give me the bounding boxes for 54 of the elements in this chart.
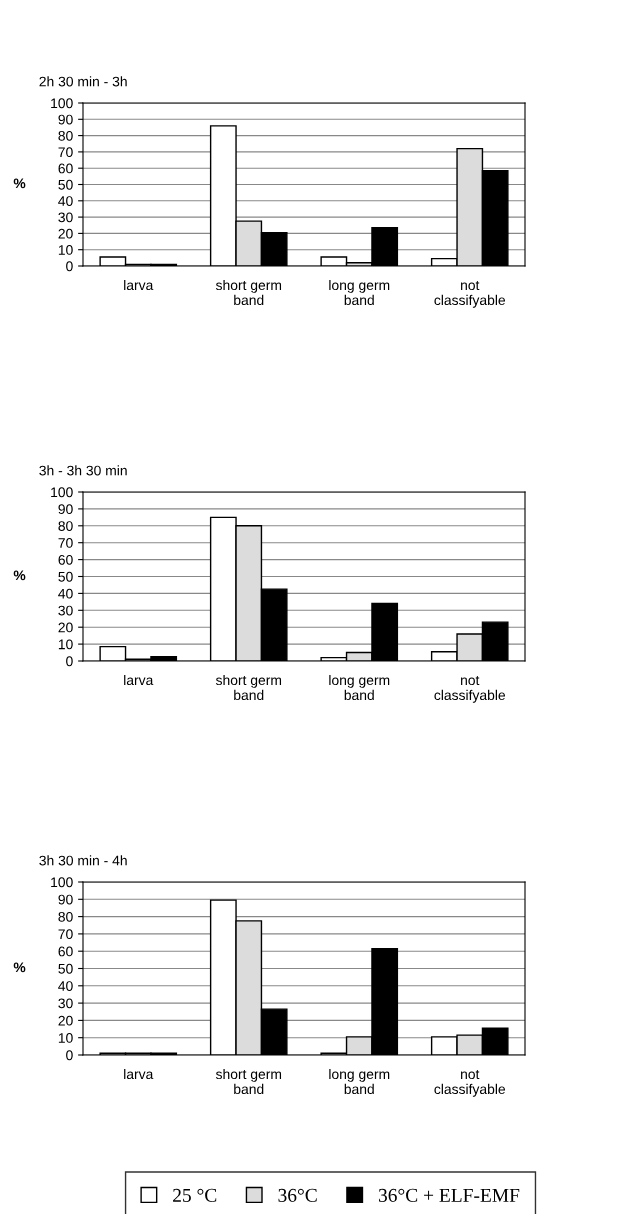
y-tick-label: 20	[58, 622, 73, 633]
y-tick-label: 40	[58, 981, 73, 991]
y-tick-label: 30	[58, 212, 73, 223]
y-axis-title: %	[13, 570, 26, 581]
y-tick-label: 70	[58, 147, 73, 158]
y-tick-label: 70	[58, 929, 73, 940]
y-tick-label: 60	[58, 163, 73, 174]
y-tick-label: 80	[58, 911, 73, 922]
x-tick-label: short germ band	[215, 1068, 282, 1095]
x-tick-label: not classifyable	[434, 280, 506, 308]
y-tick-label: 0	[66, 261, 73, 272]
y-tick-label: 10	[58, 1033, 73, 1043]
y-tick-label: 0	[66, 656, 73, 667]
y-tick-label: 80	[58, 521, 73, 531]
legend-label: 36°C	[278, 1188, 317, 1202]
y-tick-label: 50	[58, 571, 73, 582]
legend-label: 25 °C	[173, 1188, 217, 1202]
y-tick-label: 30	[58, 605, 73, 616]
y-tick-label: 100	[51, 487, 73, 498]
y-tick-label: 90	[58, 114, 73, 125]
x-tick-label: long germ band	[329, 674, 390, 701]
legend-label: 36°C + ELF-EMF	[378, 1188, 520, 1202]
y-tick-label: 10	[58, 639, 73, 650]
x-tick-label: larva	[124, 674, 154, 686]
x-tick-label: short germ band	[215, 674, 282, 701]
chart-title: 3h 30 min - 4h	[39, 855, 127, 866]
x-tick-label: larva	[124, 1068, 154, 1080]
chart-title: 2h 30 min - 3h	[39, 76, 127, 87]
y-axis-title: %	[13, 962, 26, 973]
y-tick-label: 40	[58, 196, 73, 206]
x-tick-label: not classifyable	[434, 1069, 506, 1097]
y-tick-label: 60	[58, 946, 73, 957]
y-axis-title: %	[13, 178, 26, 189]
y-tick-label: 100	[51, 98, 73, 109]
x-tick-label: short germ band	[215, 279, 282, 306]
y-tick-label: 30	[58, 998, 73, 1009]
x-tick-label: not classifyable	[434, 675, 506, 703]
y-tick-label: 100	[51, 877, 73, 888]
y-tick-label: 50	[58, 963, 73, 974]
y-tick-label: 90	[58, 894, 73, 905]
x-tick-label: larva	[124, 279, 154, 291]
x-tick-label: long germ band	[329, 1068, 390, 1095]
y-tick-label: 0	[66, 1050, 73, 1061]
y-tick-label: 70	[58, 538, 73, 548]
y-tick-label: 50	[58, 179, 73, 190]
y-tick-label: 40	[58, 588, 73, 599]
y-tick-label: 20	[58, 228, 73, 239]
y-tick-label: 20	[58, 1015, 73, 1026]
y-tick-label: 80	[58, 130, 73, 141]
y-tick-label: 60	[58, 554, 73, 565]
x-tick-label: long germ band	[329, 279, 390, 306]
y-tick-label: 90	[58, 504, 73, 515]
chart-title: 3h - 3h 30 min	[39, 465, 127, 476]
y-tick-label: 10	[58, 245, 73, 255]
